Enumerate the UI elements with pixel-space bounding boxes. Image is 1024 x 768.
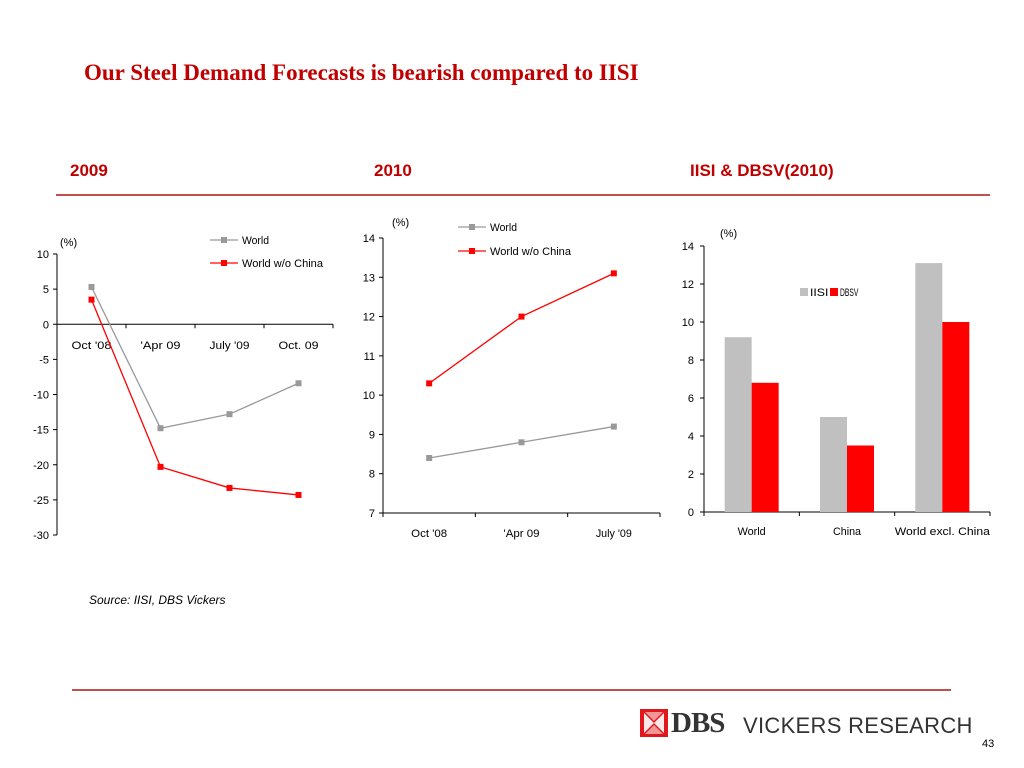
section-title-2009: 2009: [70, 161, 108, 180]
x-category-label: 'Apr 09: [141, 340, 181, 352]
legend-label: World: [242, 235, 269, 247]
y-tick-label: 12: [363, 312, 375, 324]
y-tick-label: 10: [682, 317, 694, 329]
data-point-0-2: [226, 411, 233, 418]
chart-iisi-dbsv: 14 12 10 8 6 4 2 0 World China World excl. China (%…: [682, 228, 991, 538]
data-point-0-0: [88, 284, 95, 291]
y-tick-label: 14: [363, 233, 375, 245]
y-tick-label: 9: [369, 429, 375, 441]
x-category-label: China: [833, 526, 862, 538]
legend-label: World w/o China: [490, 246, 572, 258]
data-point-0-3: [295, 380, 302, 387]
logo-brand: DBS: [671, 707, 725, 739]
legend-swatch: [830, 288, 838, 296]
dbs-vickers-logo: DBS VICKERS RESEARCH: [640, 706, 972, 742]
unit-label: (%): [720, 228, 737, 240]
y-tick-label: -10: [33, 390, 49, 402]
legend-label: World w/o China: [242, 258, 324, 270]
y-tick-label: -25: [33, 495, 49, 507]
y-tick-label: -5: [39, 354, 49, 366]
dbs-star-icon: [640, 709, 668, 737]
legend-marker: [221, 237, 227, 243]
x-category-label: 'Apr 09: [504, 528, 540, 540]
x-category-label: July '09: [596, 528, 632, 540]
data-point-1-0: [426, 380, 433, 387]
data-point-1-2: [610, 270, 617, 277]
unit-label: (%): [60, 237, 77, 249]
top-divider: [56, 194, 990, 196]
x-category-label: World: [738, 526, 766, 538]
y-tick-label: 12: [682, 279, 694, 291]
chart-2010: 14 13 12 11 10 9 8 7 Oct '08 'Apr 09 July '09 (%) Wo…: [363, 217, 661, 540]
legend-marker: [469, 248, 475, 254]
chart-2009: 10 5 0 -5 -10 -15 -20 -25 -30 Oct '08 'Apr 09 July …: [33, 235, 334, 542]
y-tick-label: 8: [688, 355, 694, 367]
x-category-label: Oct. 09: [279, 340, 319, 352]
y-tick-label: 8: [369, 469, 375, 481]
y-tick-label: 0: [43, 319, 49, 331]
y-tick-label: 0: [688, 507, 694, 519]
legend-marker: [469, 224, 475, 230]
bar-0-2: [915, 263, 943, 512]
y-tick-label: -15: [33, 425, 49, 437]
y-tick-label: 13: [363, 272, 375, 284]
section-title-2010: 2010: [374, 161, 412, 180]
x-category-label: World excl. China: [895, 526, 991, 538]
page-number: 43: [982, 738, 995, 750]
data-point-1-2: [226, 484, 233, 491]
series-line-1: [428, 272, 615, 384]
data-point-0-0: [426, 455, 433, 461]
data-point-1-3: [295, 491, 302, 498]
y-tick-label: 6: [688, 393, 694, 405]
y-tick-label: 14: [682, 241, 694, 253]
bottom-divider: [72, 689, 951, 691]
y-tick-label: 7: [369, 508, 375, 520]
y-tick-label: 11: [364, 351, 375, 363]
bar-0-0: [724, 337, 752, 512]
data-point-1-1: [518, 313, 525, 320]
legend-label: IISI: [810, 287, 828, 299]
series-line-1: [90, 299, 299, 496]
data-point-0-1: [518, 439, 525, 446]
data-point-0-1: [157, 425, 164, 432]
y-tick-label: 5: [43, 284, 49, 296]
bar-1-0: [751, 382, 779, 512]
bar-0-1: [820, 417, 847, 512]
data-point-1-0: [88, 296, 95, 303]
legend-marker: [221, 260, 227, 266]
slide-title: Our Steel Demand Forecasts is bearish co…: [84, 60, 639, 85]
y-tick-label: 10: [37, 249, 49, 261]
logo-text: VICKERS RESEARCH: [743, 713, 973, 738]
data-point-1-1: [157, 463, 164, 470]
x-category-label: Oct '08: [411, 528, 447, 540]
y-tick-label: 4: [688, 431, 694, 443]
section-title-iisi-dbsv: IISI & DBSV(2010): [690, 161, 834, 180]
y-tick-label: -20: [33, 460, 49, 472]
data-point-0-2: [610, 423, 617, 430]
legend-label: DBSV: [840, 287, 859, 299]
bar-1-1: [847, 445, 874, 512]
series-line-0: [90, 286, 299, 429]
y-tick-label: -30: [33, 530, 49, 542]
x-category-label: July '09: [210, 340, 250, 352]
x-category-label: Oct '08: [72, 340, 112, 352]
bar-1-2: [942, 322, 970, 512]
y-tick-label: 10: [363, 390, 375, 402]
legend-swatch: [800, 288, 808, 296]
y-tick-label: 2: [688, 469, 694, 481]
source-note: Source: IISI, DBS Vickers: [89, 593, 226, 607]
unit-label: (%): [392, 217, 409, 229]
legend-label: World: [490, 222, 517, 234]
